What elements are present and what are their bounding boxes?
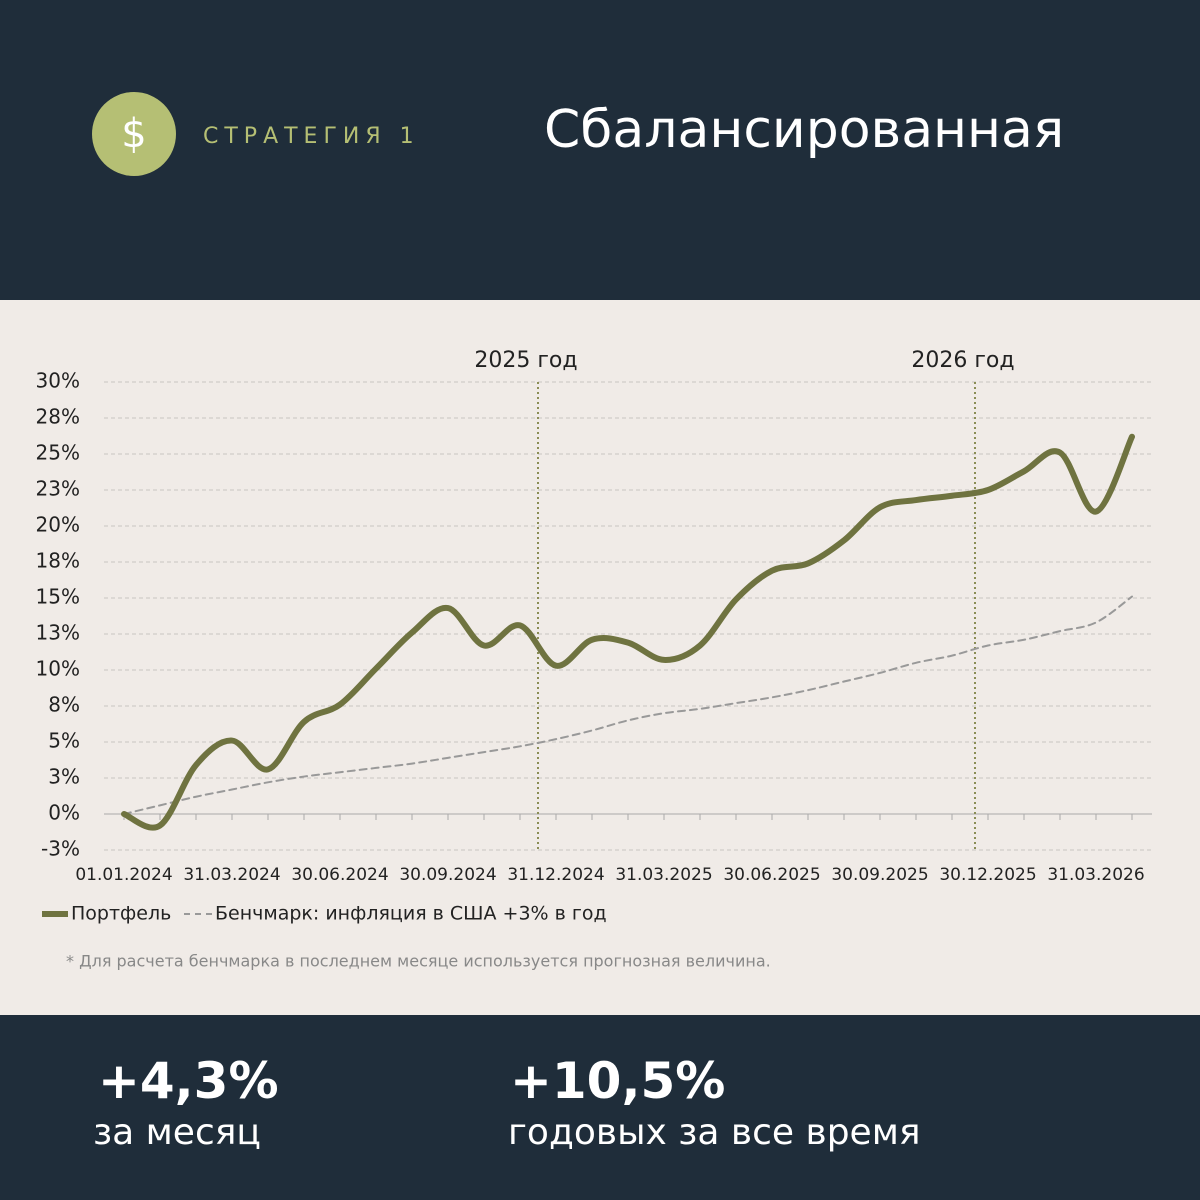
header: $ СТРАТЕГИЯ 1 Сбалансированная: [0, 0, 1200, 300]
y-tick-label: 30%: [36, 369, 80, 393]
strategy-label: СТРАТЕГИЯ 1: [203, 124, 420, 149]
y-tick-label: 5%: [48, 729, 80, 753]
footnote: * Для расчета бенчмарка в последнем меся…: [66, 952, 771, 971]
x-tick-label: 31.03.2024: [183, 865, 280, 885]
x-tick-label: 30.06.2025: [723, 865, 820, 885]
y-tick-label: 18%: [36, 549, 80, 573]
x-tick-label: 31.12.2024: [507, 865, 604, 885]
y-tick-label: 23%: [36, 477, 80, 501]
y-tick-label: 3%: [48, 765, 80, 789]
stats: +4,3% за месяц +10,5% годовых за все вре…: [0, 1015, 1200, 1200]
y-tick-label: 0%: [48, 801, 80, 825]
y-tick-label: 10%: [36, 657, 80, 681]
x-tick-label: 30.06.2024: [291, 865, 388, 885]
x-tick-label: 01.01.2024: [75, 865, 172, 885]
stat-caption: за месяц: [93, 1112, 261, 1153]
stat-caption: годовых за все время: [508, 1112, 921, 1153]
y-tick-label: 20%: [36, 513, 80, 537]
chart: -3% 0% 3% 5% 8% 10% 13% 15% 18% 20% 23% 25% 28% 30% 01…: [36, 348, 1152, 971]
series-line: [123, 595, 1133, 815]
series-line: [121, 433, 1135, 831]
icon: $: [92, 92, 176, 176]
y-tick-label: 15%: [36, 585, 80, 609]
x-tick-label: 31.03.2026: [1047, 865, 1144, 885]
x-tick-label: 30.12.2025: [939, 865, 1036, 885]
x-tick-label: 30.09.2025: [831, 865, 928, 885]
y-tick-label: 8%: [48, 693, 80, 717]
stat-value: +4,3%: [98, 1052, 279, 1110]
y-tick-label: -3%: [41, 837, 80, 861]
x-tick-label: 31.03.2025: [615, 865, 712, 885]
x-tick-label: 30.09.2024: [399, 865, 496, 885]
annotation: 2026 год: [911, 348, 1014, 373]
legend-label: Бенчмарк: инфляция в США +3% в год: [215, 903, 607, 925]
title: Сбалансированная: [544, 100, 1065, 160]
y-tick-label: 28%: [36, 405, 80, 429]
annotation: 2025 год: [474, 348, 577, 373]
stat-value: +10,5%: [510, 1052, 726, 1110]
legend-label: Портфель: [71, 903, 171, 925]
y-tick-label: 13%: [36, 621, 80, 645]
y-tick-label: 25%: [36, 441, 80, 465]
